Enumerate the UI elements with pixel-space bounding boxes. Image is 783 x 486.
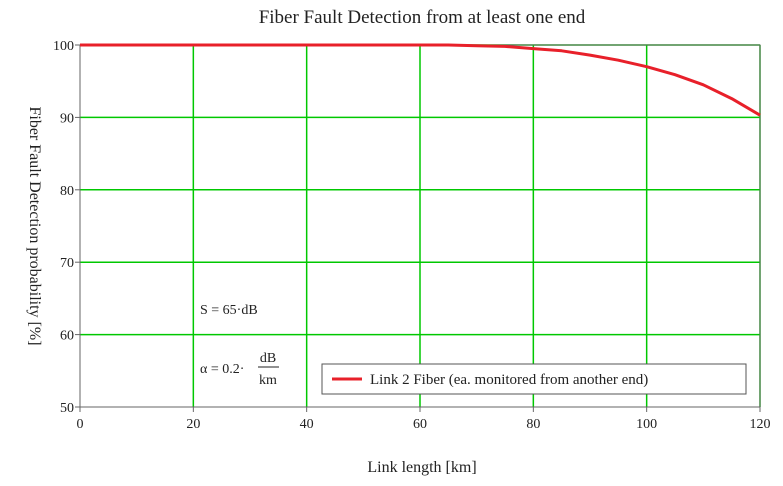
y-tick-label: 100 xyxy=(53,39,74,54)
chart-title: Fiber Fault Detection from at least one … xyxy=(259,7,586,28)
grid xyxy=(80,45,760,407)
x-tick-label: 20 xyxy=(186,417,200,432)
x-tick-label: 60 xyxy=(413,417,427,432)
annotation-alpha-denominator: km xyxy=(259,373,277,388)
x-tick-label: 80 xyxy=(526,417,540,432)
x-tick-label: 40 xyxy=(300,417,314,432)
y-tick-label: 60 xyxy=(60,329,74,344)
y-tick-label: 90 xyxy=(60,111,74,126)
y-axis-label: Fiber Fault Detection probability [%] xyxy=(26,106,43,345)
y-tick-label: 80 xyxy=(60,184,74,199)
annotation-s: S = 65·dB xyxy=(200,303,258,318)
x-tick-label: 100 xyxy=(636,417,657,432)
annotation-alpha-numerator: dB xyxy=(260,351,276,366)
legend-label: Link 2 Fiber (ea. monitored from another… xyxy=(370,372,648,388)
y-tick-label: 70 xyxy=(60,256,74,271)
x-tick-label: 120 xyxy=(750,417,771,432)
x-tick-label: 0 xyxy=(77,417,84,432)
legend: Link 2 Fiber (ea. monitored from another… xyxy=(322,364,746,394)
y-tick-label: 50 xyxy=(60,401,74,416)
x-axis-label: Link length [km] xyxy=(367,459,476,476)
annotation-alpha-prefix: α = 0.2· xyxy=(200,362,244,377)
